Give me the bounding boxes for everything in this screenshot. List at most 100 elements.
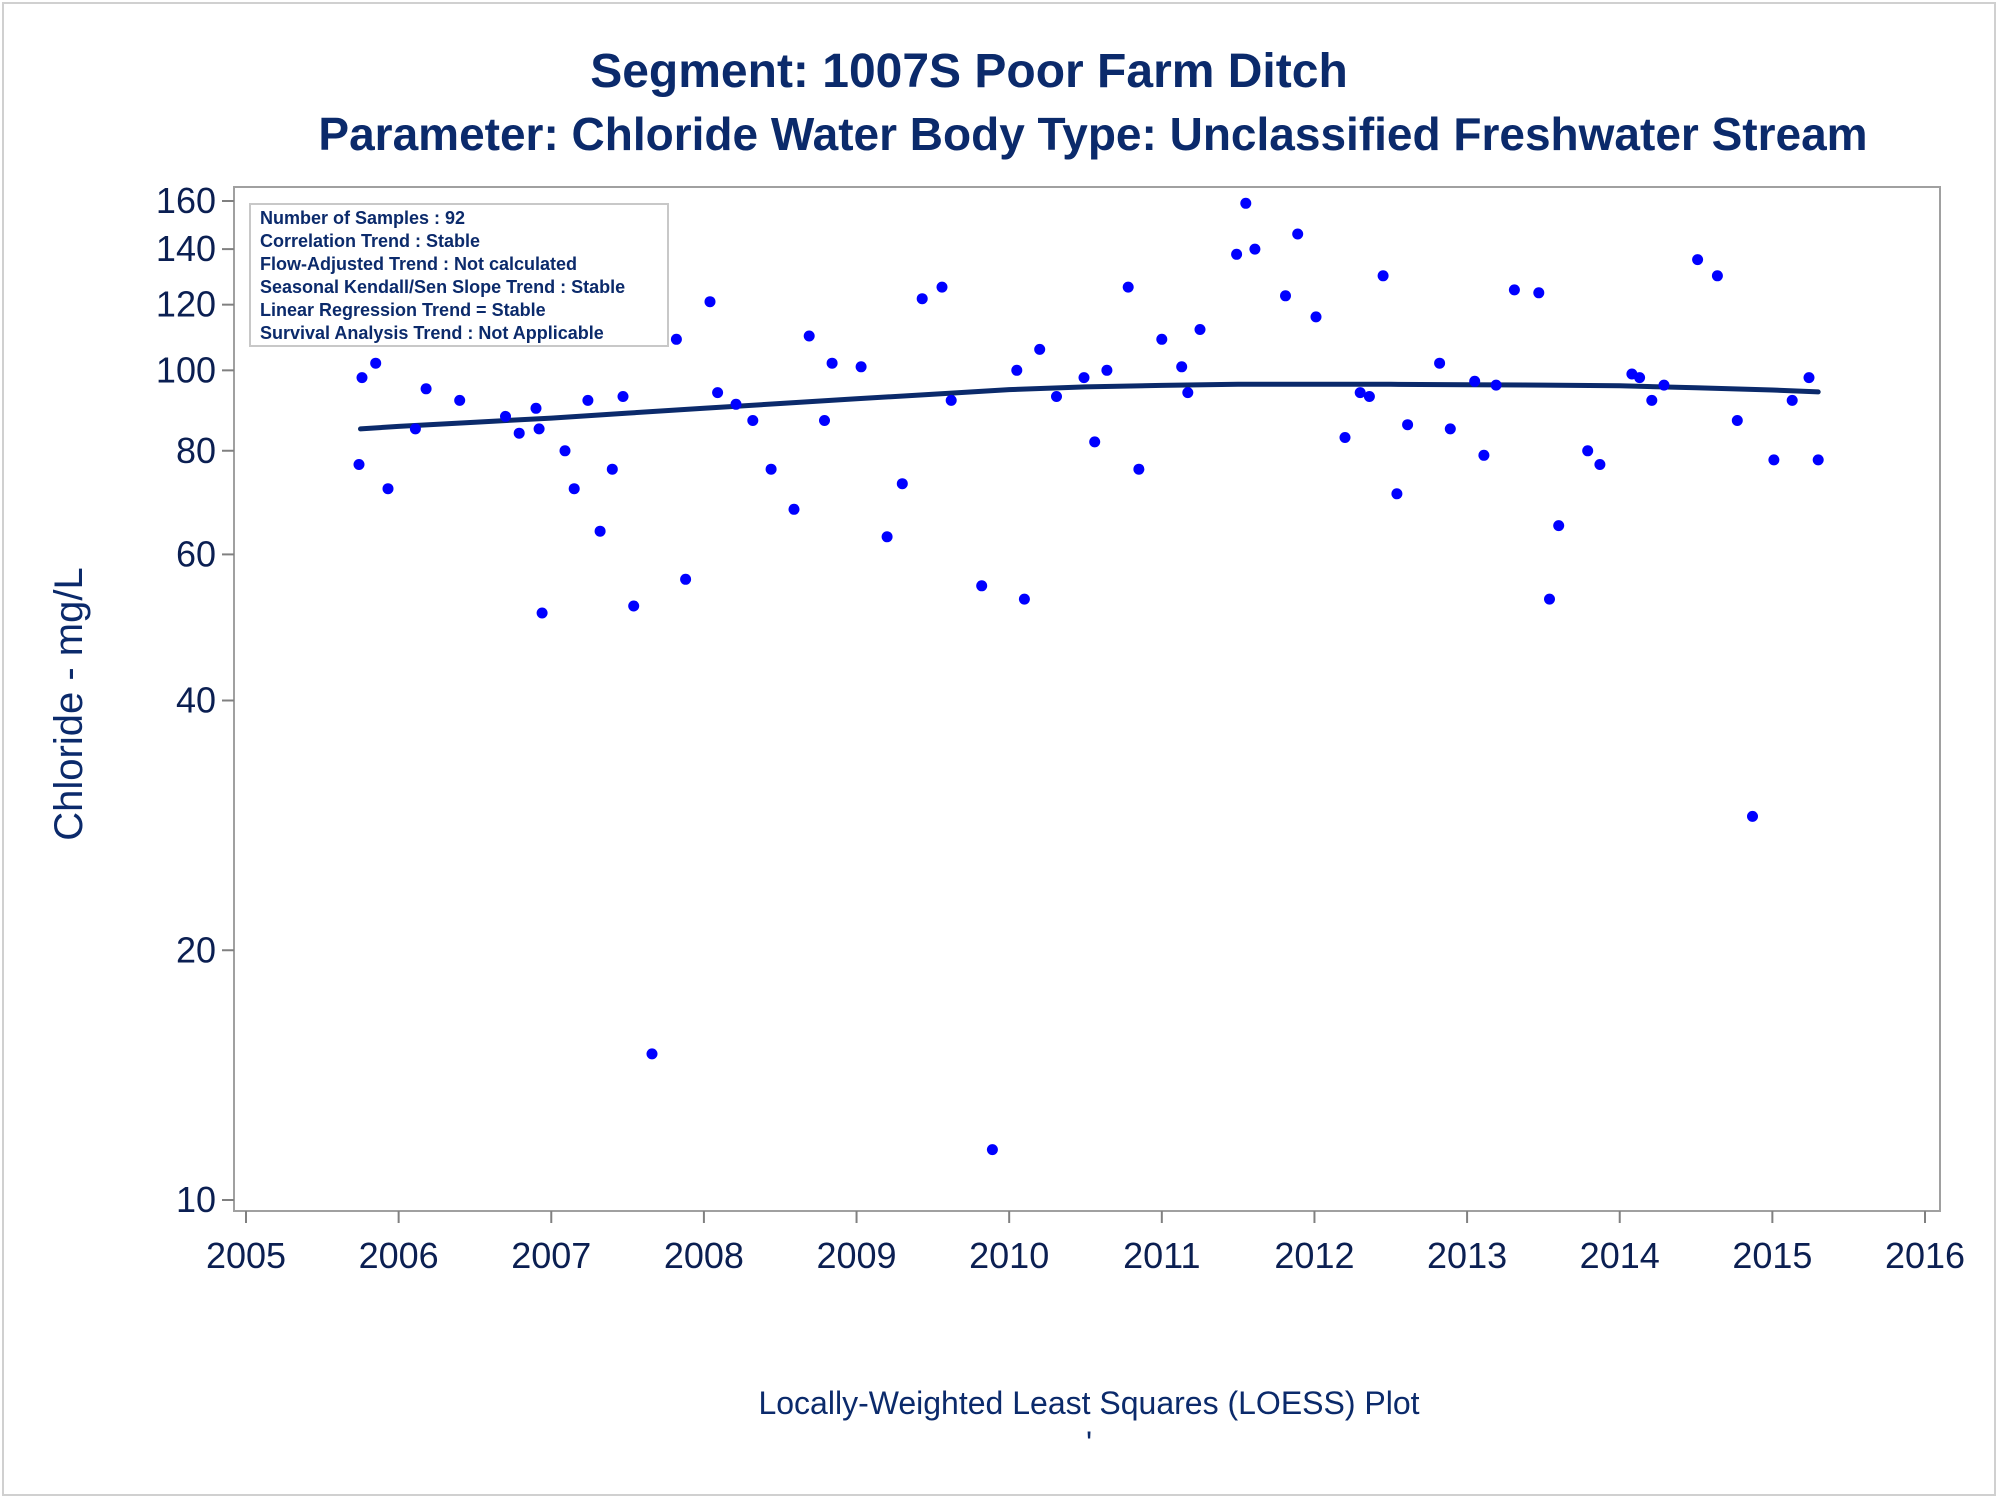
data-point (704, 296, 716, 308)
data-point (1133, 463, 1145, 475)
data-point (1582, 445, 1594, 457)
data-point (1646, 394, 1658, 406)
data-point (1018, 593, 1030, 605)
data-point (530, 402, 542, 414)
data-point (1469, 375, 1481, 387)
loess-chart: Segment: 1007S Poor Farm Ditch Parameter… (47, 45, 1965, 1461)
data-point (409, 423, 421, 435)
data-point (855, 361, 867, 373)
x-tick-label: 2013 (1427, 1235, 1507, 1276)
data-point (454, 394, 466, 406)
data-point (1377, 270, 1389, 282)
x-tick-label: 2005 (206, 1235, 286, 1276)
trend-inset-box (249, 203, 669, 347)
footnote-mark: ' (1086, 1425, 1092, 1461)
y-tick-label: 140 (156, 228, 216, 269)
y-tick-label: 60 (176, 533, 216, 574)
data-point (1122, 281, 1134, 293)
data-point (1490, 379, 1502, 391)
x-tick-label: 2006 (359, 1235, 439, 1276)
data-point (1478, 449, 1490, 461)
data-point (382, 483, 394, 495)
inset-seasonal-kendall-trend: Seasonal Kendall/Sen Slope Trend : Stabl… (260, 277, 625, 297)
data-point (500, 410, 511, 422)
x-axis: 2005 2006 2007 2008 2009 2010 2011 2012 2013 2014… (206, 1211, 1965, 1276)
data-point (747, 415, 759, 426)
data-point (1812, 454, 1824, 466)
chart-subtitle: Parameter: Chloride Water Body Type: Unc… (318, 108, 1867, 160)
data-point (1634, 372, 1646, 384)
data-point (1089, 436, 1101, 448)
inset-correlation-trend: Correlation Trend : Stable (260, 231, 480, 251)
data-point (1101, 364, 1113, 376)
data-point (712, 387, 724, 399)
data-point (1292, 228, 1304, 240)
x-tick-label: 2008 (664, 1235, 744, 1276)
data-point (606, 463, 618, 475)
data-point (670, 333, 682, 345)
data-point (1194, 324, 1206, 335)
data-point (1803, 372, 1815, 384)
data-point (1786, 394, 1798, 406)
data-point (945, 394, 957, 406)
data-point (594, 525, 606, 537)
x-tick-label: 2009 (816, 1235, 896, 1276)
data-point (986, 1144, 998, 1156)
data-point (1249, 243, 1261, 255)
data-point (536, 607, 548, 619)
data-point (1594, 459, 1606, 470)
data-point (788, 503, 800, 515)
data-point (1034, 343, 1046, 355)
data-point (370, 357, 382, 369)
inset-linear-regression-trend: Linear Regression Trend = Stable (260, 300, 546, 320)
data-point (1339, 432, 1351, 443)
plot-area (233, 186, 1941, 1212)
data-point (1731, 415, 1743, 426)
data-point (646, 1048, 658, 1060)
data-point (533, 423, 545, 435)
data-point (420, 383, 432, 395)
data-point (730, 398, 742, 410)
data-point (1011, 364, 1023, 376)
data-point (559, 445, 571, 457)
data-point (765, 463, 777, 475)
data-point (936, 281, 948, 293)
data-point (628, 600, 640, 612)
x-tick-label: 2014 (1580, 1235, 1660, 1276)
data-point (1182, 387, 1194, 399)
data-point (1176, 361, 1188, 373)
data-point (1310, 311, 1322, 323)
data-point (819, 415, 830, 426)
loess-trend-line (358, 381, 1821, 432)
inset-flow-adjusted-trend: Flow-Adjusted Trend : Not calculated (260, 254, 577, 274)
data-point (1658, 379, 1670, 391)
x-axis-label: Locally-Weighted Least Squares (LOESS) P… (758, 1385, 1419, 1421)
data-point (1533, 287, 1545, 299)
data-point (1363, 391, 1375, 402)
data-point (976, 580, 988, 592)
data-point (353, 459, 365, 470)
inset-sample-count: Number of Samples : 92 (260, 208, 465, 228)
data-point (1391, 488, 1403, 500)
data-point (582, 394, 594, 406)
x-tick-label: 2012 (1274, 1235, 1354, 1276)
y-tick-label: 40 (176, 680, 216, 721)
data-point (1051, 391, 1062, 402)
inset-survival-analysis-trend: Survival Analysis Trend : Not Applicable (260, 323, 604, 343)
y-axis: 10 20 40 60 80 100 120 140 160 (156, 180, 234, 1220)
data-point (826, 357, 838, 369)
x-tick-label: 2007 (511, 1235, 591, 1276)
data-point (568, 483, 580, 495)
x-tick-label: 2015 (1732, 1235, 1812, 1276)
y-tick-label: 20 (176, 929, 216, 970)
data-point (1747, 810, 1758, 822)
x-tick-label: 2016 (1885, 1235, 1965, 1276)
chart-title: Segment: 1007S Poor Farm Ditch (590, 45, 1348, 98)
data-point (1434, 357, 1446, 369)
y-tick-label: 160 (156, 180, 216, 221)
data-point (803, 330, 815, 342)
data-point (916, 293, 928, 305)
trend-inset: Number of Samples : 92 Correlation Trend… (249, 203, 669, 347)
data-point (680, 573, 692, 585)
